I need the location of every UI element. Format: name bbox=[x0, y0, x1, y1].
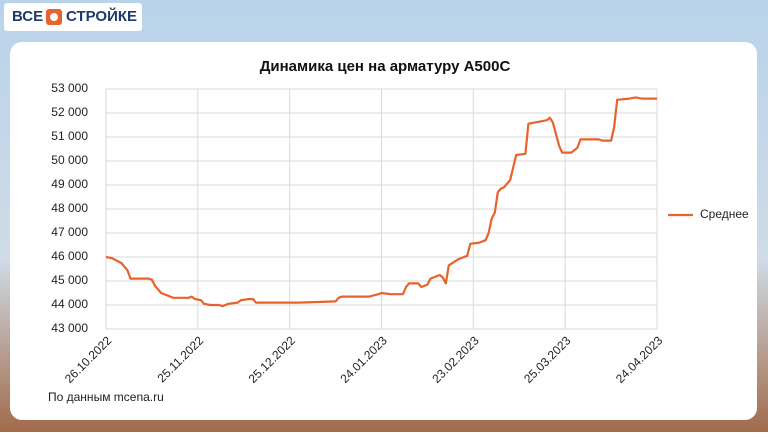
y-tick-label: 46 000 bbox=[51, 249, 88, 263]
y-tick-label: 45 000 bbox=[51, 273, 88, 287]
logo-left: ВСЕ bbox=[12, 8, 43, 25]
y-tick-label: 47 000 bbox=[51, 225, 88, 239]
source-note: По данным mcena.ru bbox=[48, 390, 164, 404]
legend-label: Среднее bbox=[700, 207, 749, 221]
y-tick-label: 52 000 bbox=[51, 105, 88, 119]
y-tick-label: 51 000 bbox=[51, 129, 88, 143]
y-tick-label: 50 000 bbox=[51, 153, 88, 167]
y-tick-label: 48 000 bbox=[51, 201, 88, 215]
y-tick-label: 49 000 bbox=[51, 177, 88, 191]
chart-title: Динамика цен на арматуру А500С bbox=[260, 58, 511, 75]
logo-right: СТРОЙКЕ bbox=[66, 7, 137, 25]
data-line bbox=[105, 96, 657, 308]
y-tick-label: 43 000 bbox=[51, 321, 88, 335]
y-tick-label: 53 000 bbox=[51, 81, 88, 95]
logo-icon-dot bbox=[50, 13, 58, 21]
logo-box bbox=[4, 3, 142, 31]
y-tick-label: 44 000 bbox=[51, 297, 88, 311]
